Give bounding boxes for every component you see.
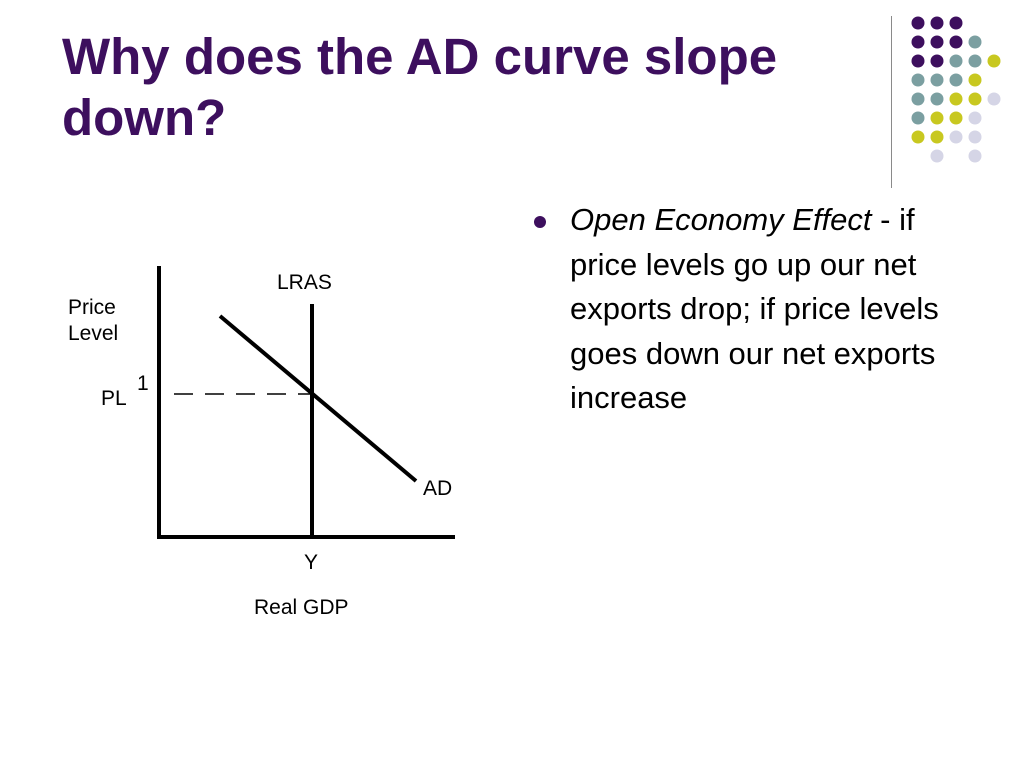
decor-dot [987, 92, 1001, 106]
y-output-label: Y [304, 551, 318, 574]
decor-dot [930, 130, 944, 144]
title-divider-line [891, 16, 892, 188]
decor-dot [930, 16, 944, 30]
pl-label: PL [101, 387, 127, 410]
decor-dot [911, 16, 925, 30]
decor-dot [968, 149, 982, 163]
decor-dot [930, 54, 944, 68]
decor-dot [949, 54, 963, 68]
decor-dot [949, 35, 963, 49]
decor-dot [930, 35, 944, 49]
decor-dot [949, 92, 963, 106]
decor-dot [911, 130, 925, 144]
decor-dot [968, 54, 982, 68]
bullet-separator: - [871, 202, 900, 237]
decor-dot [968, 73, 982, 87]
decor-dot [911, 111, 925, 125]
bullet-item: Open Economy Effect - if price levels go… [532, 198, 982, 421]
decor-dot [987, 54, 1001, 68]
decor-dot [930, 92, 944, 106]
decor-dot [949, 130, 963, 144]
bullet-list: Open Economy Effect - if price levels go… [532, 198, 982, 421]
decor-dot [968, 130, 982, 144]
bullet-body: if price levels go up our net exports dr… [570, 202, 939, 415]
decor-dot [949, 111, 963, 125]
y-axis-label-line2: Level [68, 322, 118, 345]
y-axis-label-line1: Price [68, 296, 116, 319]
decor-dot [968, 35, 982, 49]
decor-dot [930, 73, 944, 87]
decor-dot [968, 111, 982, 125]
ad-curve [218, 314, 418, 483]
decor-dot [911, 35, 925, 49]
decorative-dot-grid [911, 16, 1001, 163]
bullet-term: Open Economy Effect [570, 202, 872, 237]
decor-dot [949, 73, 963, 87]
bullet-dot-icon [534, 216, 546, 228]
decor-dot [911, 92, 925, 106]
decor-dot [930, 149, 944, 163]
decor-dot [968, 92, 982, 106]
x-axis-label: Real GDP [254, 596, 349, 619]
ad-label: AD [423, 477, 452, 500]
decor-dot [930, 111, 944, 125]
decor-dot [911, 54, 925, 68]
ad-lras-diagram: Price Level PL 1 LRAS AD Y Real GDP [68, 266, 455, 619]
lras-label: LRAS [277, 271, 332, 294]
pl-subscript: 1 [137, 372, 149, 395]
slide-title: Why does the AD curve slope down? [62, 28, 778, 146]
decor-dot [911, 73, 925, 87]
decor-dot [949, 16, 963, 30]
